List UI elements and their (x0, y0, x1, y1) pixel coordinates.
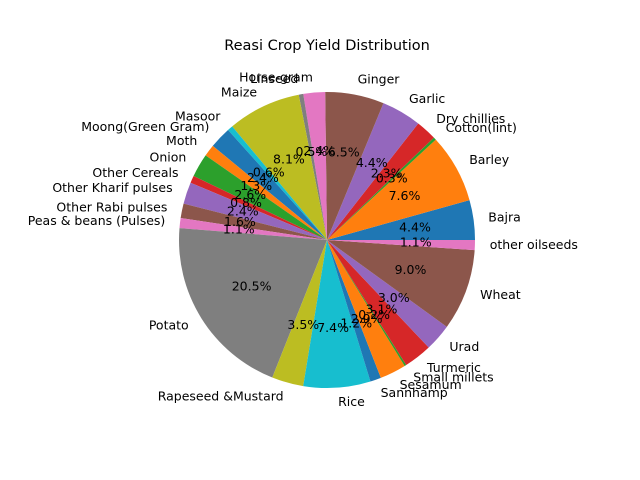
slice-percent-garlic: 4.4% (356, 155, 388, 170)
slice-label-dry-chillies: Dry chillies (436, 111, 505, 126)
slice-label-cotton-lint: Cotton(lint) (446, 120, 517, 135)
slice-percent-rice: 7.4% (317, 320, 349, 335)
pie-slice-small-millets (327, 240, 407, 366)
slice-label-garlic: Garlic (409, 91, 445, 106)
slice-percent-cotton-lint: 0.3% (376, 171, 408, 186)
slice-percent-sesamum: 2.9% (351, 311, 383, 326)
pie-slice-maize (232, 94, 327, 240)
pie-slice-sesamum (327, 240, 405, 378)
slice-label-linseed: Linseed (250, 71, 298, 86)
slice-percent-masoor: 0.6% (253, 164, 285, 179)
pie-slice-other-oilseeds (327, 240, 475, 251)
slice-label-turmeric: Turmeric (426, 360, 481, 375)
slice-label-maize: Maize (221, 85, 257, 100)
slice-label-moth: Moth (166, 133, 197, 148)
pie-slice-other-rabi-pulses (180, 203, 327, 240)
pie-slice-sannhamp (327, 240, 381, 382)
slice-percent-sannhamp: 1.2% (340, 315, 372, 330)
slice-percent-horse-gram: 2.4% (303, 143, 335, 158)
pie-slice-bajra (327, 200, 475, 240)
pie-slice-moth (205, 145, 327, 240)
slice-label-small-millets: Small millets (413, 370, 493, 385)
pie-slice-peas-beans-pulses (179, 218, 327, 240)
slice-label-moong-green-gram: Moong(Green Gram) (81, 119, 209, 134)
slice-label-other-rabi-pulses: Other Rabi pulses (56, 199, 167, 214)
slice-percent-other-oilseeds: 1.1% (400, 235, 432, 250)
slice-percent-turmeric: 3.1% (366, 302, 398, 317)
slice-label-rapeseed-mustard: Rapeseed &Mustard (158, 388, 284, 403)
slice-percent-ginger: 6.5% (328, 144, 360, 159)
slice-label-masoor: Masoor (175, 109, 221, 124)
pie-slice-barley (327, 139, 470, 240)
chart-title: Reasi Crop Yield Distribution (224, 38, 430, 54)
slice-percent-peas-beans-pulses: 1.1% (223, 221, 255, 236)
pie-slice-other-kharif-pulses (183, 182, 327, 240)
slice-percent-linseed: 0.5% (296, 144, 328, 159)
pie-slice-cotton-lint (327, 137, 436, 240)
slice-percent-other-cereals: 0.8% (230, 195, 262, 210)
slice-label-potato: Potato (149, 317, 189, 332)
slice-percent-other-rabi-pulses: 1.6% (224, 214, 256, 229)
percent-labels: 4.4%7.6%0.3%2.3%4.4%6.5%2.4%0.5%8.1%0.6%… (223, 143, 432, 335)
pie-slice-garlic (327, 103, 419, 240)
slice-label-ginger: Ginger (358, 72, 401, 87)
slice-percent-moth: 1.3% (240, 178, 272, 193)
pie-slice-other-cereals (190, 176, 327, 240)
slice-label-other-kharif-pulses: Other Kharif pulses (52, 180, 172, 195)
slice-label-bajra: Bajra (488, 209, 521, 224)
pie-slice-dry-chillies (327, 123, 434, 240)
slice-label-sannhamp: Sannhamp (381, 385, 448, 400)
pie-slice-wheat (327, 240, 475, 327)
pie-slice-onion (193, 155, 327, 240)
slice-label-barley: Barley (469, 152, 510, 167)
category-labels: Bajra Barley Cotton(lint)Dry chillies Garli… (28, 69, 578, 409)
pie-slice-moong-green-gram (212, 129, 327, 240)
slice-label-rice: Rice (338, 394, 365, 409)
slice-label-sesamum: Sesamum (400, 377, 462, 392)
slice-label-other-oilseeds: other oilseeds (490, 237, 578, 252)
pie-slice-urad (327, 240, 447, 348)
slice-percent-moong-green-gram: 2.4% (247, 170, 279, 185)
slice-percent-barley: 7.6% (389, 188, 421, 203)
pie-slice-ginger (325, 92, 384, 241)
slice-percent-urad: 3.0% (378, 290, 410, 305)
pie-slices (179, 92, 475, 388)
slice-percent-bajra: 4.4% (399, 219, 431, 234)
slice-percent-dry-chillies: 2.3% (371, 166, 403, 181)
pie-slice-turmeric (327, 240, 429, 365)
pie-slice-rapeseed-mustard (272, 240, 327, 387)
pie-slice-linseed (298, 93, 327, 240)
slice-percent-onion: 2.6% (234, 187, 266, 202)
pie-slice-rice (303, 240, 371, 388)
slice-percent-small-millets: 0.2% (358, 307, 390, 322)
slice-percent-maize: 8.1% (273, 151, 305, 166)
slice-label-onion: Onion (149, 150, 186, 165)
slice-percent-other-kharif-pulses: 2.4% (227, 203, 259, 218)
slice-label-urad: Urad (449, 339, 479, 354)
slice-label-peas-beans-pulses: Peas & beans (Pulses) (28, 213, 166, 228)
pie-slice-potato (179, 228, 327, 378)
slice-label-horse-gram: Horse-gram (239, 69, 313, 84)
slice-percent-rapeseed-mustard: 3.5% (287, 317, 319, 332)
slice-label-other-cereals: Other Cereals (92, 165, 178, 180)
pie-slice-masoor (228, 126, 327, 240)
slice-percent-potato: 20.5% (232, 278, 272, 293)
pie-slice-horse-gram (303, 92, 327, 240)
slice-label-wheat: Wheat (480, 287, 521, 302)
slice-percent-wheat: 9.0% (395, 262, 427, 277)
